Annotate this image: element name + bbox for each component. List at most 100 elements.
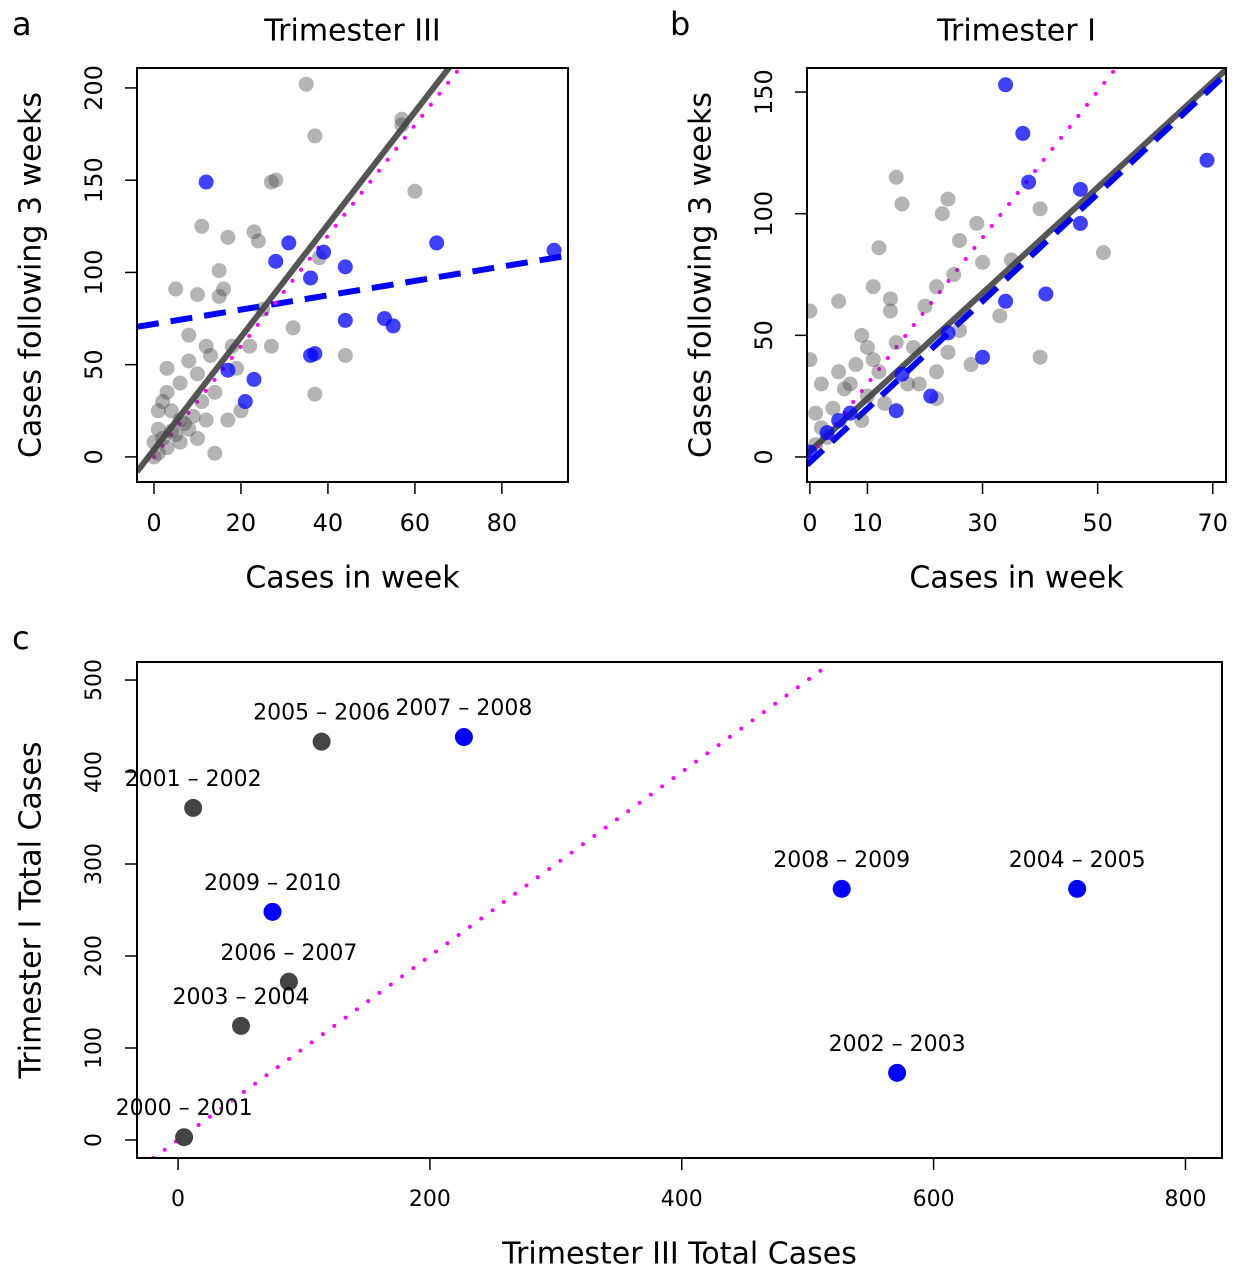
point: [807, 303, 818, 319]
point: [181, 353, 197, 369]
point: [888, 1063, 907, 1082]
fit-line: [151, 68, 462, 459]
point: [150, 403, 166, 419]
point: [1032, 201, 1048, 217]
point: [825, 400, 841, 416]
panel-title: Trimester III: [263, 14, 441, 49]
point: [394, 117, 410, 133]
point: [882, 291, 898, 307]
point: [337, 347, 353, 363]
point: [998, 293, 1014, 309]
point: [279, 972, 298, 991]
y-tick-label: 150: [750, 69, 778, 115]
point: [1072, 215, 1088, 231]
point: [940, 325, 956, 341]
y-axis-label: Cases following 3 weeks: [684, 92, 719, 458]
point: [1068, 879, 1087, 898]
point: [928, 364, 944, 380]
y-tick-label: 50: [750, 320, 778, 351]
plot-area: [151, 666, 1087, 1158]
point: [307, 128, 323, 144]
point: [928, 279, 944, 295]
point: [894, 366, 910, 382]
y-tick-label: 150: [80, 157, 108, 203]
point: [819, 425, 835, 441]
point: [854, 412, 870, 428]
point: [146, 434, 162, 450]
point: [184, 798, 203, 817]
x-tick-label: 30: [967, 509, 998, 537]
point: [220, 412, 236, 428]
point: [146, 449, 162, 465]
point: [859, 339, 875, 355]
point-label: 2006 – 2007: [220, 941, 357, 966]
point: [216, 281, 232, 297]
point: [871, 240, 887, 256]
point: [832, 879, 851, 898]
point: [859, 388, 875, 404]
panel-label: a: [12, 5, 32, 43]
point: [831, 364, 847, 380]
point: [1038, 286, 1054, 302]
point-label: 2005 – 2006: [253, 701, 390, 726]
point: [150, 445, 166, 461]
x-tick-label: 800: [1164, 1187, 1206, 1212]
y-tick-label: 0: [82, 1133, 107, 1147]
point: [246, 224, 262, 240]
fit-line: [807, 71, 1226, 468]
point-label: 2008 – 2009: [773, 848, 910, 873]
point: [952, 232, 968, 248]
point: [807, 444, 818, 460]
point: [172, 375, 188, 391]
point: [185, 408, 201, 424]
x-axis-label: Trimester III Total Cases: [501, 1237, 857, 1272]
point: [952, 322, 968, 338]
point: [882, 303, 898, 319]
point: [175, 1128, 194, 1147]
point: [250, 233, 266, 249]
point: [1032, 349, 1048, 365]
point: [848, 357, 864, 373]
point: [871, 364, 887, 380]
point: [181, 421, 197, 437]
point: [836, 381, 852, 397]
y-tick-label: 50: [80, 349, 108, 380]
point: [865, 279, 881, 295]
point: [263, 338, 279, 354]
point: [220, 362, 236, 378]
fit-line: [137, 252, 568, 330]
point: [905, 339, 921, 355]
point: [263, 174, 279, 190]
point: [894, 196, 910, 212]
point: [194, 218, 210, 234]
y-tick-label: 500: [82, 659, 107, 701]
x-tick-label: 20: [226, 509, 257, 537]
point: [385, 318, 401, 334]
point: [808, 405, 824, 421]
point: [155, 430, 171, 446]
fit-line: [137, 68, 453, 474]
point: [168, 281, 184, 297]
point-label: 2001 – 2002: [125, 767, 262, 792]
plot-area: [807, 68, 1226, 468]
point: [220, 229, 236, 245]
point: [303, 347, 319, 363]
point: [992, 308, 1008, 324]
y-tick-label: 0: [750, 449, 778, 464]
point: [807, 352, 818, 368]
x-tick-label: 0: [146, 509, 161, 537]
point: [307, 386, 323, 402]
point: [312, 732, 331, 751]
point: [934, 206, 950, 222]
point-label: 2004 – 2005: [1009, 848, 1146, 873]
point: [940, 344, 956, 360]
point: [394, 111, 410, 127]
point: [224, 338, 240, 354]
point: [831, 412, 847, 428]
point: [150, 421, 166, 437]
point: [189, 366, 205, 382]
point: [281, 235, 297, 251]
point: [155, 394, 171, 410]
point: [998, 77, 1014, 93]
point: [1199, 152, 1215, 168]
